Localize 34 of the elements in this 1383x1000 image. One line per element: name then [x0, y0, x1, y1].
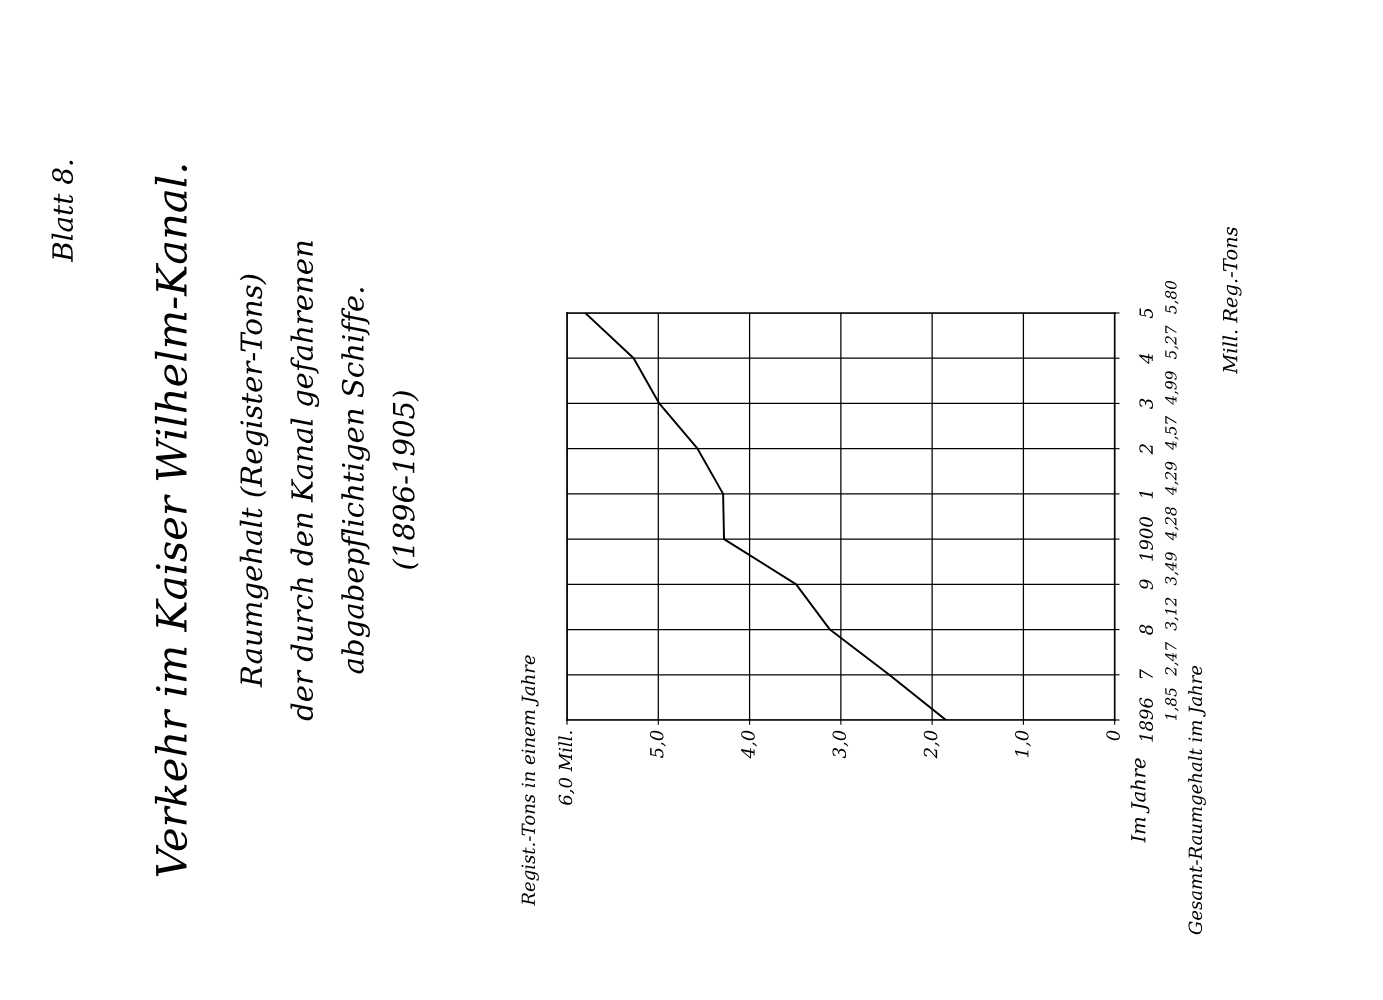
text: Verkehr im Kaiser Wilhelm-Kanal.: [154, 165, 188, 877]
data-label: 2,47: [1165, 641, 1179, 677]
text: Raumgehalt (Register-Tons) der durch den Kanal gefahrenen abgabepflichtigen Schiffe. (1896-1905): [239, 241, 419, 721]
text: Mill. Reg.-Tons: [1222, 227, 1242, 374]
x-tick-label: 3,0: [832, 730, 849, 759]
y-tick-label: 9: [1139, 579, 1153, 590]
y-tick-label: 1896: [1139, 697, 1153, 742]
text: Blatt 8.: [51, 160, 74, 263]
data-label: 4,99: [1165, 371, 1179, 405]
y-tick-label: 1900: [1139, 517, 1153, 561]
data-label: 1,85: [1165, 688, 1179, 721]
x-tick-label: 5,0: [649, 730, 666, 759]
data-label: 4,57: [1165, 415, 1179, 450]
text: Regist.-Tons in einem Jahre: [521, 655, 539, 906]
y-tick-label: 5: [1139, 308, 1153, 319]
data-label: 4,28: [1165, 507, 1179, 541]
data-label: 3,49: [1165, 552, 1179, 586]
text: Gesamt-Raumgehalt im Jahre: [1188, 665, 1206, 935]
y-tick-label: 3: [1139, 398, 1153, 409]
data-label: 4,29: [1165, 461, 1179, 496]
y-tick-label: 8: [1139, 624, 1153, 635]
data-label: 5,27: [1165, 325, 1179, 360]
x-tick-label: 4,0: [741, 730, 758, 759]
x-tick-label: 1,0: [1015, 730, 1031, 758]
y-tick-label: 7: [1139, 669, 1153, 679]
y-tick-label: 2: [1139, 444, 1153, 455]
x-tick-label: 6,0 Mill.: [558, 731, 575, 805]
x-tick-label: 0: [1106, 730, 1120, 741]
data-label: 3,12: [1165, 597, 1179, 631]
y-tick-label: 1: [1139, 491, 1153, 499]
data-label: 5,80: [1165, 280, 1179, 314]
y-axis-title: Im Jahre: [1130, 758, 1150, 843]
y-tick-label: 4: [1139, 353, 1153, 365]
x-tick-label: 2,0: [923, 730, 940, 759]
